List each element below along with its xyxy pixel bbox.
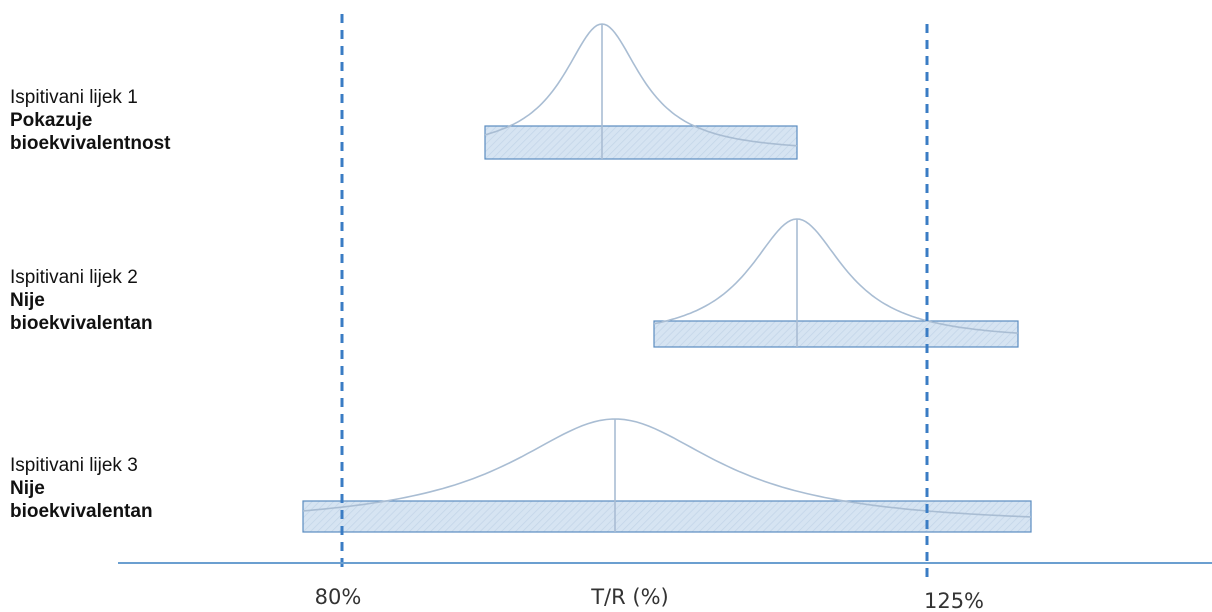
lower-limit-label: 80% [315,585,362,609]
drug-1-verdict-line1: Pokazuje [10,110,93,131]
drug-3-ci-box [302,500,1032,533]
drug-2-distribution-curve [653,218,1019,334]
drug-3-verdict-line2: bioekvivalentan [10,501,153,522]
drug-2-verdict-line2: bioekvivalentan [10,313,153,334]
drug-1-verdict-line2: bioekvivalentnost [10,133,171,154]
drug-1-name: Ispitivani lijek 1 [10,87,138,108]
drug-items [302,23,1032,533]
drug-2-interval [653,218,1019,348]
drug-1-interval [484,23,798,160]
drug-3-distribution-curve [302,418,1032,518]
drug-3-verdict-line1: Nije [10,478,45,499]
drug-2-label: Ispitivani lijek 2 Nije bioekvivalentan [10,266,153,335]
axis-title: T/R (%) [590,585,669,609]
drug-2-name: Ispitivani lijek 2 [10,267,138,288]
drug-2-ci-box [653,320,1019,348]
drug-1-label: Ispitivani lijek 1 Pokazuje bioekvivalen… [10,86,171,155]
upper-limit-label: 125% [924,589,984,612]
drug-1-distribution-curve [484,23,798,147]
drug-3-interval [302,418,1032,533]
drug-2-verdict-line1: Nije [10,290,45,311]
drug-1-ci-box [484,125,798,160]
drug-3-label: Ispitivani lijek 3 Nije bioekvivalentan [10,454,153,523]
drug-3-name: Ispitivani lijek 3 [10,455,138,476]
